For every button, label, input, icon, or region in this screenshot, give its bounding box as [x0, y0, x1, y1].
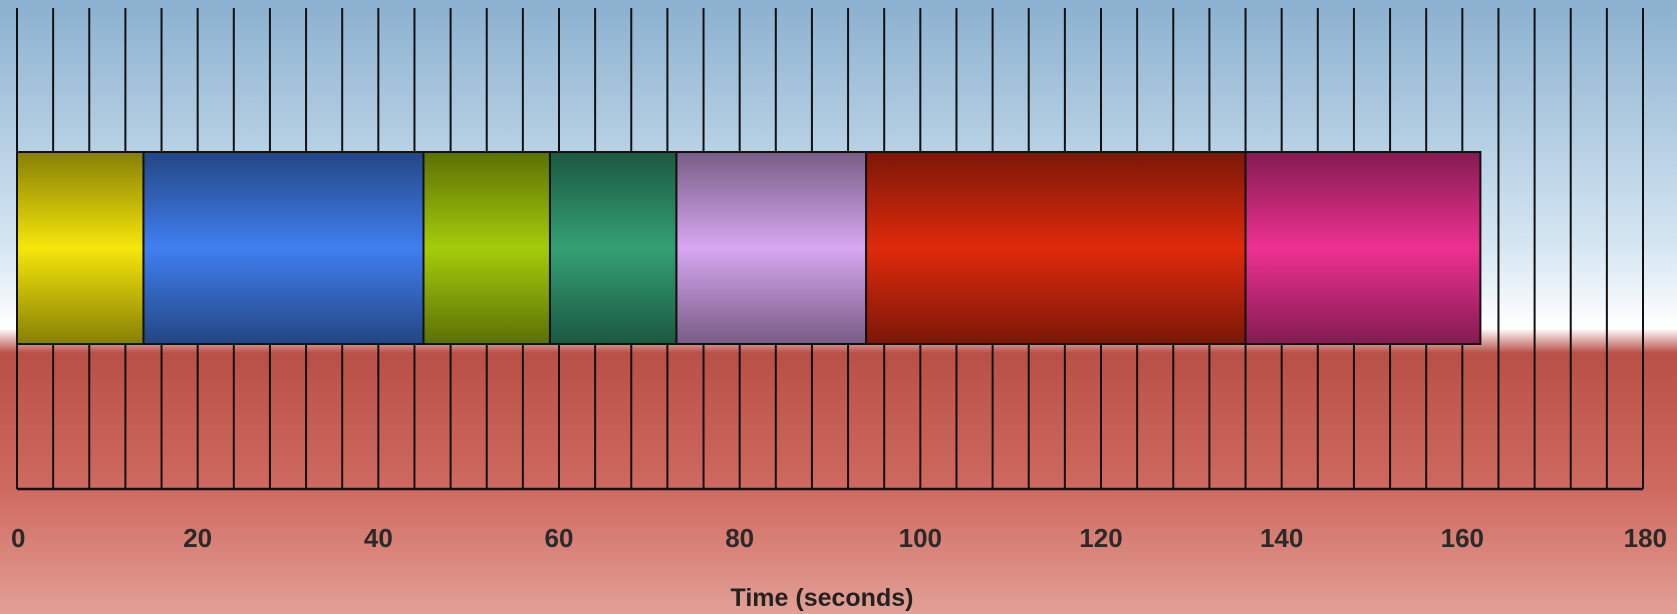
- x-tick-label: 120: [1079, 523, 1122, 553]
- x-tick-label: 0: [11, 523, 25, 553]
- bar-segment: [1244, 151, 1482, 345]
- x-tick-label: 100: [899, 523, 942, 553]
- bar-segment: [865, 151, 1247, 345]
- bar-segment: [16, 151, 145, 345]
- x-axis-label: Time (seconds): [731, 584, 914, 612]
- bar-segment: [422, 151, 551, 345]
- timeline-bar: [16, 151, 1482, 345]
- bar-segment: [142, 151, 425, 345]
- x-tick-label: 60: [545, 523, 574, 553]
- x-tick-label: 20: [183, 523, 212, 553]
- bar-segment: [675, 151, 868, 345]
- bar-segment: [548, 151, 678, 345]
- x-tick-label: 140: [1260, 523, 1303, 553]
- x-tick-label: 180: [1624, 523, 1667, 553]
- x-tick-label: 160: [1441, 523, 1484, 553]
- x-axis: 0 20 40 60 80 100 120 140 160 180: [11, 487, 1667, 553]
- x-tick-label: 80: [725, 523, 754, 553]
- x-tick-label: 40: [364, 523, 393, 553]
